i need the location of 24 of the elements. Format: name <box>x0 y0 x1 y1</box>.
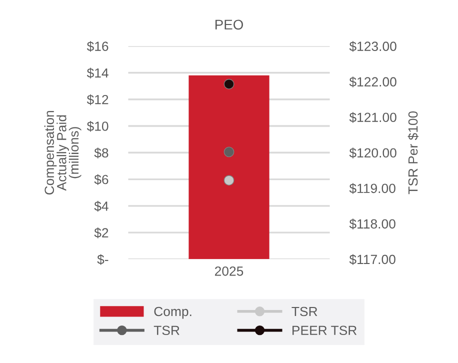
x-tick-label: 2025 <box>214 266 244 276</box>
legend-label: Comp. <box>154 306 192 319</box>
y-tick-label: $8 <box>94 148 108 158</box>
legend-label: TSR <box>292 306 318 316</box>
y2-tick-label: $123.00 <box>349 41 396 52</box>
legend-label: PEER TSR <box>292 326 357 336</box>
chart-title: PEO <box>215 20 243 30</box>
y-tick-label: $6 <box>94 174 108 185</box>
y2-axis-title: TSR Per $100 <box>408 111 418 194</box>
y2-tick-label: $117.00 <box>349 254 396 265</box>
y2-tick-label: $122.00 <box>349 76 396 88</box>
legend-label: TSR <box>154 326 180 336</box>
y2-tick-label: $119.00 <box>349 183 396 194</box>
y2-tick-label: $120.00 <box>349 148 396 158</box>
y-tick-label: $- <box>97 254 108 265</box>
y-tick-label: $12 <box>86 94 108 106</box>
y2-tick-label: $121.00 <box>349 112 396 123</box>
y-tick-label: $4 <box>94 200 108 212</box>
y-tick-label: $10 <box>86 121 108 132</box>
y-tick-label: $2 <box>94 228 108 238</box>
y-tick-label: $16 <box>86 41 108 52</box>
y-axis-title: Compensation Actually Paid (millions) <box>44 110 82 195</box>
y-tick-label: $14 <box>86 68 108 78</box>
y2-tick-label: $118.00 <box>349 218 396 230</box>
